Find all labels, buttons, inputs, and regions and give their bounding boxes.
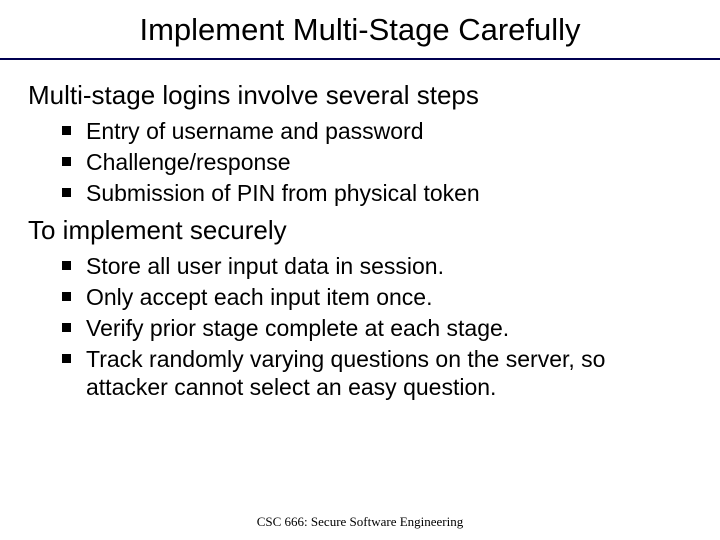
list-item: Track randomly varying questions on the …	[86, 345, 692, 403]
list-item-text: Store all user input data in session.	[86, 253, 444, 279]
list-item-text: Only accept each input item once.	[86, 284, 432, 310]
list-item-text: Verify prior stage complete at each stag…	[86, 315, 509, 341]
square-bullet-icon	[62, 157, 71, 166]
section1-list: Entry of username and password Challenge…	[28, 117, 692, 207]
slide-title: Implement Multi-Stage Carefully	[0, 12, 720, 48]
slide-content: Multi-stage logins involve several steps…	[0, 60, 720, 402]
list-item-text: Submission of PIN from physical token	[86, 180, 480, 206]
square-bullet-icon	[62, 323, 71, 332]
list-item-text: Entry of username and password	[86, 118, 424, 144]
list-item-text: Challenge/response	[86, 149, 291, 175]
list-item: Only accept each input item once.	[86, 283, 692, 312]
square-bullet-icon	[62, 188, 71, 197]
list-item: Verify prior stage complete at each stag…	[86, 314, 692, 343]
list-item: Submission of PIN from physical token	[86, 179, 692, 208]
slide-footer: CSC 666: Secure Software Engineering	[0, 514, 720, 530]
list-item: Store all user input data in session.	[86, 252, 692, 281]
square-bullet-icon	[62, 354, 71, 363]
square-bullet-icon	[62, 292, 71, 301]
section2-list: Store all user input data in session. On…	[28, 252, 692, 402]
list-item: Challenge/response	[86, 148, 692, 177]
list-item: Entry of username and password	[86, 117, 692, 146]
square-bullet-icon	[62, 126, 71, 135]
section1-heading: Multi-stage logins involve several steps	[28, 80, 692, 111]
title-bar: Implement Multi-Stage Carefully	[0, 0, 720, 60]
square-bullet-icon	[62, 261, 71, 270]
list-item-text: Track randomly varying questions on the …	[86, 346, 605, 401]
section2-heading: To implement securely	[28, 215, 692, 246]
